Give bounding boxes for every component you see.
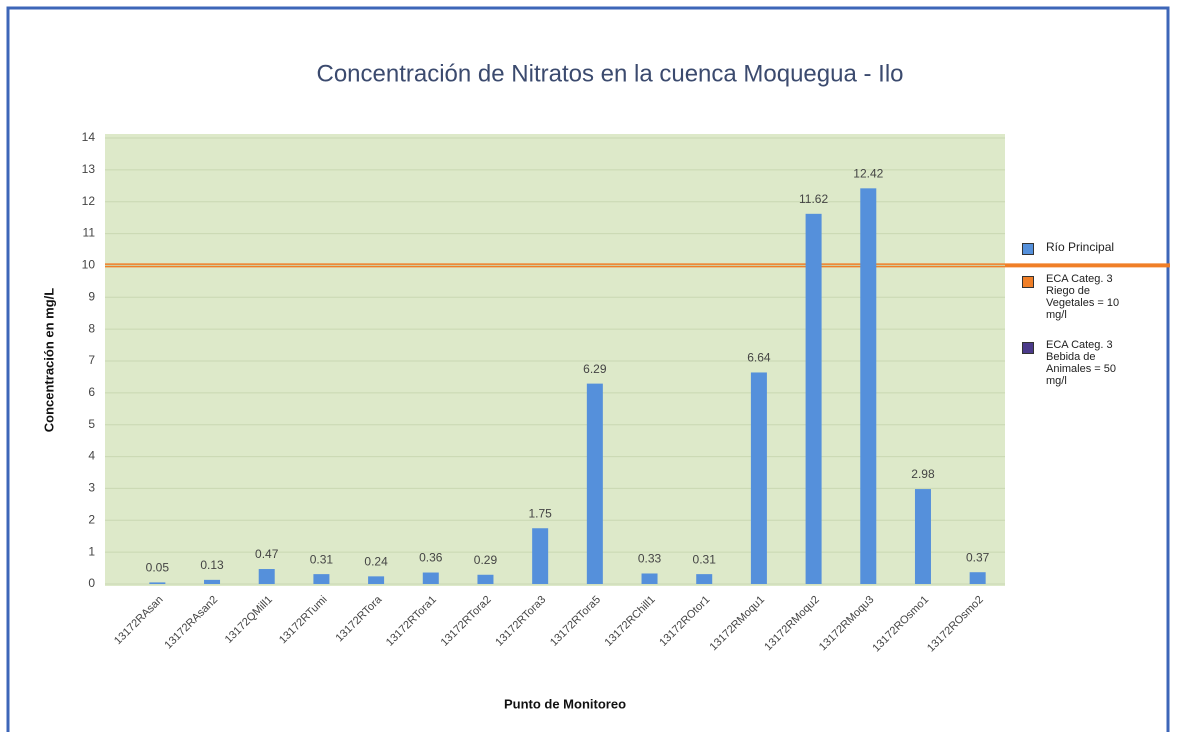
x-tick-label: 13172RMoqu1 <box>708 594 768 654</box>
bar <box>914 489 931 584</box>
bar <box>532 528 549 584</box>
bar <box>696 574 713 584</box>
y-tick-label: 12 <box>82 194 96 208</box>
legend-swatch <box>1022 276 1034 288</box>
y-tick-label: 9 <box>88 289 95 303</box>
data-label: 6.29 <box>583 362 607 376</box>
frame <box>6 6 1170 732</box>
bar <box>258 569 275 584</box>
bar <box>750 372 767 584</box>
y-tick-label: 1 <box>88 544 95 558</box>
legend-swatch <box>1022 342 1034 354</box>
bar <box>641 573 658 584</box>
x-tick-label: 13172RTora <box>334 593 385 644</box>
x-tick-label: 13172RAsan2 <box>162 594 220 652</box>
bar <box>368 576 385 584</box>
bar <box>586 383 603 584</box>
x-tick-label: 13172RAsan <box>112 594 165 647</box>
x-tick-label: 13172RTora1 <box>384 594 439 649</box>
y-tick-label: 6 <box>88 385 95 399</box>
y-axis-label: Concentración en mg/L <box>41 288 56 433</box>
y-tick-label: 8 <box>88 321 95 335</box>
x-tick-label: 13172RTumi <box>277 594 330 647</box>
y-tick-label: 3 <box>88 481 95 495</box>
y-tick-label: 7 <box>88 353 95 367</box>
y-tick-label: 10 <box>82 258 96 272</box>
data-label: 6.64 <box>747 351 771 365</box>
bar <box>149 582 166 584</box>
bar <box>969 572 986 584</box>
y-tick-label: 2 <box>88 512 95 526</box>
bar <box>422 572 439 584</box>
x-tick-label: 13172ROsmo2 <box>925 594 986 655</box>
data-label: 0.47 <box>255 547 279 561</box>
x-tick-label: 13172RTora5 <box>548 594 603 649</box>
legend-item: ECA Categ. 3 Bebida de Animales = 50 mg/… <box>1022 339 1162 387</box>
legend-item: Río Principal <box>1022 240 1162 255</box>
bar <box>477 574 494 584</box>
x-tick-label: 13172QMill1 <box>223 594 275 646</box>
data-label: 0.33 <box>638 552 662 566</box>
y-tick-label: 0 <box>88 576 95 590</box>
x-tick-label: 13172RTora2 <box>439 594 494 649</box>
data-label: 12.42 <box>853 167 883 181</box>
data-label: 1.75 <box>528 506 552 520</box>
legend: Río Principal ECA Categ. 3 Riego de Veget… <box>1022 240 1162 405</box>
legend-label: ECA Categ. 3 Bebida de Animales = 50 mg/… <box>1046 339 1117 387</box>
x-tick-label: 13172RMoqu3 <box>817 594 877 654</box>
data-label: 0.31 <box>310 552 334 566</box>
data-label: 0.29 <box>474 553 498 567</box>
legend-label: Río Principal <box>1046 240 1115 254</box>
data-label: 11.62 <box>799 192 828 206</box>
bar <box>860 188 877 584</box>
y-tick-label: 4 <box>88 449 95 463</box>
legend-swatch <box>1022 243 1034 255</box>
bar <box>204 579 221 584</box>
x-tick-label: 13172ROtor1 <box>657 594 712 649</box>
legend-label: ECA Categ. 3 Riego de Vegetales = 10 mg/… <box>1046 273 1120 321</box>
data-label: 0.36 <box>419 551 443 565</box>
y-tick-label: 11 <box>83 226 96 240</box>
x-tick-label: 13172RTora3 <box>493 594 548 649</box>
y-tick-label: 5 <box>88 417 95 431</box>
data-label: 0.05 <box>146 561 170 575</box>
y-tick-label: 13 <box>82 162 96 176</box>
bar <box>805 213 822 584</box>
data-label: 0.13 <box>200 558 224 572</box>
legend-item: ECA Categ. 3 Riego de Vegetales = 10 mg/… <box>1022 273 1162 321</box>
plot-area <box>105 134 1005 586</box>
x-tick-label: 13172ROsmo1 <box>870 594 931 655</box>
data-label: 2.98 <box>911 467 935 481</box>
data-label: 0.24 <box>364 555 388 569</box>
x-tick-label: 13172RMoqu2 <box>762 594 822 654</box>
y-tick-label: 14 <box>82 130 96 144</box>
chart-title: Concentración de Nitratos en la cuenca M… <box>316 60 903 87</box>
data-label: 0.37 <box>966 550 990 564</box>
x-axis-label: Punto de Monitoreo <box>504 696 626 711</box>
x-tick-label: 13172RChill1 <box>603 594 658 649</box>
data-label: 0.31 <box>693 552 717 566</box>
bar <box>313 574 330 584</box>
